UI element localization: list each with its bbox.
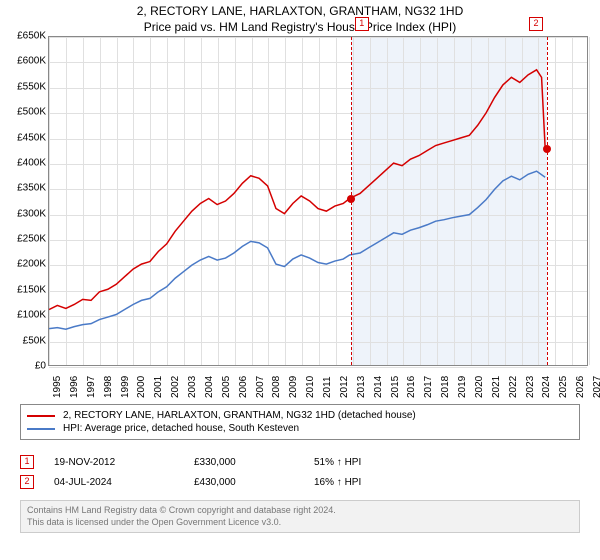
transaction-marker-icon: 2: [20, 475, 34, 489]
chart-title: 2, RECTORY LANE, HARLAXTON, GRANTHAM, NG…: [0, 0, 600, 18]
x-tick-label: 2026: [575, 376, 586, 398]
legend-label: HPI: Average price, detached house, Sout…: [63, 423, 299, 434]
y-tick-label: £600K: [6, 56, 46, 67]
legend-swatch: [27, 415, 55, 417]
legend: 2, RECTORY LANE, HARLAXTON, GRANTHAM, NG…: [20, 404, 580, 440]
legend-item: HPI: Average price, detached house, Sout…: [27, 422, 573, 435]
transaction-row: 1 19-NOV-2012 £330,000 51% ↑ HPI: [20, 452, 580, 472]
y-tick-label: £500K: [6, 107, 46, 118]
y-tick-label: £0: [6, 361, 46, 372]
x-tick-label: 2023: [525, 376, 536, 398]
y-tick-label: £350K: [6, 183, 46, 194]
transaction-marker-icon: 1: [20, 455, 34, 469]
x-tick-label: 2012: [339, 376, 350, 398]
plot-area: 12: [48, 36, 588, 366]
x-tick-label: 2018: [440, 376, 451, 398]
y-tick-label: £250K: [6, 234, 46, 245]
marker-point: [347, 195, 355, 203]
y-tick-label: £200K: [6, 259, 46, 270]
transaction-table: 1 19-NOV-2012 £330,000 51% ↑ HPI 2 04-JU…: [20, 452, 580, 492]
x-tick-label: 2008: [271, 376, 282, 398]
x-tick-label: 2016: [406, 376, 417, 398]
y-tick-label: £100K: [6, 310, 46, 321]
chart-lines: [49, 37, 587, 365]
x-tick-label: 2017: [423, 376, 434, 398]
legend-item: 2, RECTORY LANE, HARLAXTON, GRANTHAM, NG…: [27, 409, 573, 422]
chart-container: { "title": "2, RECTORY LANE, HARLAXTON, …: [0, 0, 600, 560]
y-tick-label: £650K: [6, 31, 46, 42]
y-tick-label: £450K: [6, 132, 46, 143]
x-tick-label: 2007: [255, 376, 266, 398]
x-tick-label: 2020: [474, 376, 485, 398]
transaction-hpi: 51% ↑ HPI: [314, 457, 434, 468]
transaction-date: 04-JUL-2024: [54, 477, 194, 488]
x-tick-label: 2014: [373, 376, 384, 398]
x-tick-label: 2013: [356, 376, 367, 398]
legend-label: 2, RECTORY LANE, HARLAXTON, GRANTHAM, NG…: [63, 410, 416, 421]
transaction-date: 19-NOV-2012: [54, 457, 194, 468]
x-tick-label: 2005: [221, 376, 232, 398]
x-tick-label: 2009: [288, 376, 299, 398]
x-tick-label: 2025: [558, 376, 569, 398]
x-tick-label: 1995: [52, 376, 63, 398]
x-tick-label: 1996: [69, 376, 80, 398]
footer-line: Contains HM Land Registry data © Crown c…: [27, 505, 573, 517]
series-hpi: [49, 171, 545, 329]
y-tick-label: £400K: [6, 157, 46, 168]
transaction-hpi: 16% ↑ HPI: [314, 477, 434, 488]
footer-line: This data is licensed under the Open Gov…: [27, 517, 573, 529]
x-tick-label: 2010: [305, 376, 316, 398]
marker-box: 1: [355, 17, 369, 31]
footer-attribution: Contains HM Land Registry data © Crown c…: [20, 500, 580, 533]
x-tick-label: 1998: [103, 376, 114, 398]
x-tick-label: 2024: [541, 376, 552, 398]
x-tick-label: 2015: [390, 376, 401, 398]
x-tick-label: 2021: [491, 376, 502, 398]
x-tick-label: 2011: [322, 376, 333, 398]
x-tick-label: 2006: [238, 376, 249, 398]
marker-point: [543, 145, 551, 153]
y-tick-label: £550K: [6, 81, 46, 92]
transaction-price: £430,000: [194, 477, 314, 488]
y-tick-label: £300K: [6, 208, 46, 219]
x-tick-label: 2002: [170, 376, 181, 398]
x-tick-label: 2022: [508, 376, 519, 398]
transaction-row: 2 04-JUL-2024 £430,000 16% ↑ HPI: [20, 472, 580, 492]
x-tick-label: 2004: [204, 376, 215, 398]
x-tick-label: 2019: [457, 376, 468, 398]
x-tick-label: 2003: [187, 376, 198, 398]
x-tick-label: 1999: [120, 376, 131, 398]
x-tick-label: 2001: [153, 376, 164, 398]
x-tick-label: 2027: [592, 376, 600, 398]
x-tick-label: 2000: [136, 376, 147, 398]
series-property: [49, 70, 545, 310]
y-tick-label: £150K: [6, 284, 46, 295]
legend-swatch: [27, 428, 55, 430]
marker-box: 2: [529, 17, 543, 31]
marker-line: [547, 37, 548, 365]
transaction-price: £330,000: [194, 457, 314, 468]
x-tick-label: 1997: [86, 376, 97, 398]
y-tick-label: £50K: [6, 335, 46, 346]
